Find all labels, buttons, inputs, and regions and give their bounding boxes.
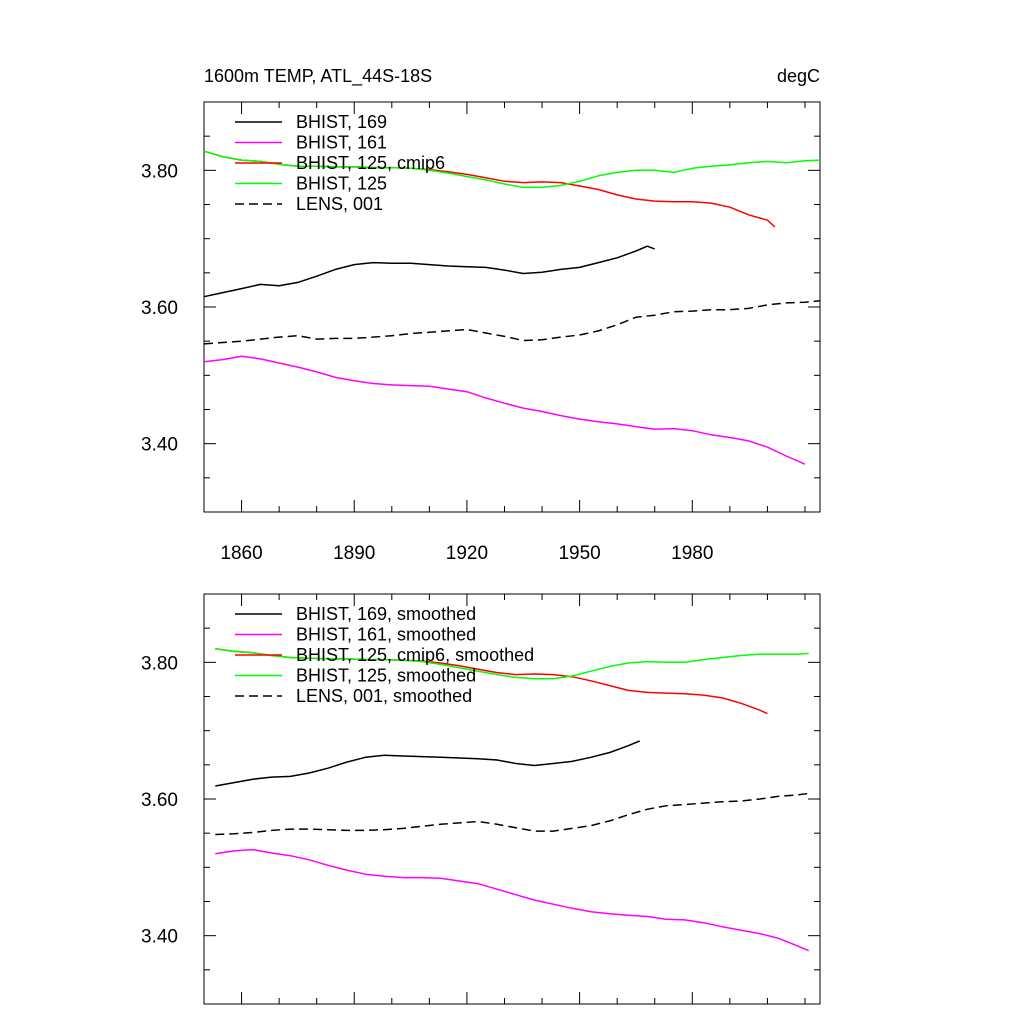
x-tick-label: 1950 (558, 543, 600, 564)
series-line (215, 740, 640, 787)
x-tick-label: 1860 (220, 543, 262, 564)
series-line (215, 792, 809, 836)
series-line (203, 245, 655, 298)
legend-label: BHIST, 169, smoothed (296, 604, 476, 624)
legend-label: BHIST, 161, smoothed (296, 625, 476, 645)
legend-label: BHIST, 125, smoothed (296, 666, 476, 686)
y-tick-label: 3.40 (141, 927, 178, 948)
series-line (215, 647, 809, 680)
y-tick-label: 3.80 (141, 653, 178, 674)
legend-label: LENS, 001 (296, 194, 383, 214)
chart-units: degC (777, 66, 820, 86)
x-tick-label: 1890 (333, 543, 375, 564)
series-line (203, 150, 821, 189)
x-tick-label: 1980 (671, 543, 713, 564)
legend-label: BHIST, 125, cmip6 (296, 153, 445, 173)
series-line (203, 355, 806, 465)
y-tick-label: 3.60 (141, 790, 178, 811)
x-tick-label: 1920 (446, 543, 488, 564)
legend-label: BHIST, 125 (296, 174, 387, 194)
top-panel: 1600m TEMP, ATL_44S-18S degC 3.40 3.60 3.8… (141, 66, 821, 564)
series-line (203, 150, 776, 228)
legend-label: BHIST, 169 (296, 112, 387, 132)
chart-title: 1600m TEMP, ATL_44S-18S (204, 66, 432, 87)
y-tick-label: 3.40 (141, 435, 178, 456)
y-tick-label: 3.60 (141, 298, 178, 319)
legend-label: BHIST, 161 (296, 133, 387, 153)
y-tick-label: 3.80 (141, 161, 178, 182)
legend-label: LENS, 001, smoothed (296, 686, 472, 706)
series-line (215, 848, 809, 952)
legend-label: BHIST, 125, cmip6, smoothed (296, 645, 534, 665)
series-line (203, 300, 821, 345)
